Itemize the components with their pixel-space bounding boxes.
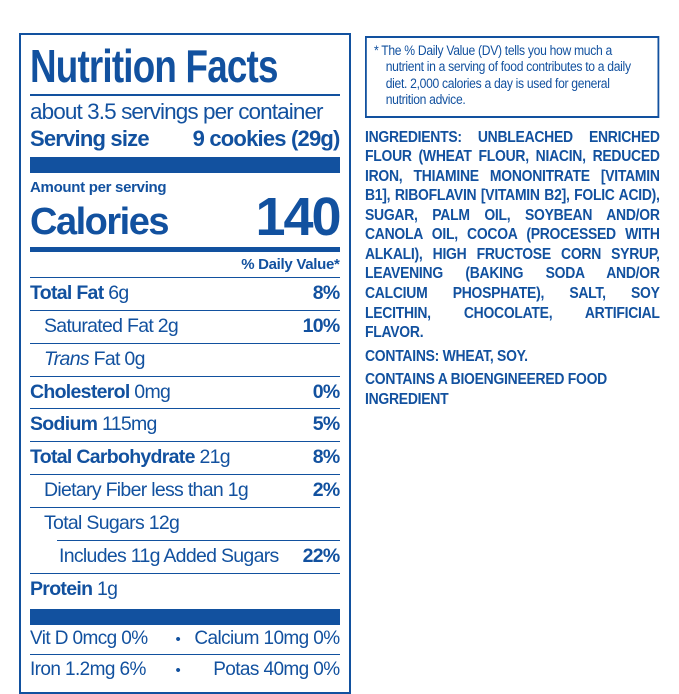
ingredients-paragraph: INGREDIENTS: UNBLEACHED ENRICHED FLOUR (… — [364, 128, 660, 342]
daily-value-percent: 22% — [302, 544, 341, 567]
nutrient-row-saturated-fat: Saturated Fat 2g 10% — [30, 311, 340, 343]
separator-rule-indented — [57, 539, 340, 541]
nutrient-row-protein: Protein 1g — [30, 574, 340, 606]
daily-value-header: % Daily Value* — [241, 255, 340, 273]
nutrient-name: Total Sugars — [44, 512, 145, 535]
calories-row: Calories 140 — [30, 187, 342, 248]
separator-rule — [30, 441, 340, 443]
nutrient-row-total-sugars: Total Sugars 12g — [30, 508, 340, 540]
nutrient-amount: 12g — [148, 512, 180, 535]
separator-rule — [30, 572, 340, 574]
nutrient-name: Fat — [88, 347, 121, 370]
calories-value: 140 — [255, 187, 341, 248]
nutrient-name: Saturated Fat — [44, 314, 154, 337]
nutrient-row-trans-fat: Trans Fat 0g — [30, 344, 340, 376]
thick-separator-bar — [30, 608, 340, 625]
calories-label: Calories — [30, 200, 169, 243]
nutrient-name: Cholesterol — [30, 380, 130, 403]
daily-value-percent: 2% — [312, 479, 340, 502]
nutrient-amount: 21g — [199, 446, 230, 469]
micronutrient-right: Potas 40mg 0% — [213, 658, 340, 680]
daily-value-percent: 8% — [312, 446, 340, 469]
title-underline — [30, 94, 340, 96]
nutrient-amount: 1g — [97, 577, 118, 600]
separator-rule — [30, 507, 340, 509]
daily-value-percent: 5% — [312, 413, 340, 436]
separator-rule — [30, 474, 340, 476]
nutrient-name: Dietary Fiber — [44, 479, 147, 502]
nutrient-row-sodium: Sodium 115mg 5% — [30, 409, 340, 441]
daily-value-footnote: * The % Daily Value (DV) tells you how m… — [373, 43, 631, 108]
micronutrient-left: Vit D 0mcg 0% — [30, 628, 148, 650]
nutrition-facts-content: Nutrition Facts about 3.5 servings per c… — [21, 35, 349, 692]
micronutrient-row: Iron 1.2mg 6% • Potas 40mg 0% — [30, 655, 340, 685]
nutrient-amount: 0mg — [134, 380, 171, 403]
nutrient-row-total-carbohydrate: Total Carbohydrate 21g 8% — [30, 442, 340, 474]
bullet-separator: • — [175, 631, 181, 649]
separator-rule — [30, 654, 340, 656]
nutrient-name: Total Carbohydrate — [30, 446, 195, 469]
serving-size-row: Serving size 9 cookies (29g) — [30, 126, 340, 151]
separator-rule — [30, 276, 340, 278]
right-column-content: * The % Daily Value (DV) tells you how m… — [364, 36, 660, 409]
micronutrient-row: Vit D 0mcg 0% • Calcium 10mg 0% — [30, 625, 340, 655]
separator-rule — [30, 309, 340, 311]
daily-value-percent: 8% — [312, 281, 340, 304]
nutrient-amount: 2g — [157, 314, 179, 337]
nutrient-name: Sodium — [30, 413, 98, 436]
bioengineered-statement: CONTAINS A BIOENGINEERED FOOD INGREDIENT — [364, 371, 607, 408]
nutrient-row-cholesterol: Cholesterol 0mg 0% — [30, 377, 340, 409]
serving-size-value: 9 cookies (29g) — [192, 125, 341, 151]
daily-value-percent: 0% — [312, 380, 340, 403]
medium-separator-bar — [30, 246, 340, 252]
amount-per-serving-label: Amount per serving — [30, 179, 167, 197]
nutrient-row-added-sugars: Includes 11g Added Sugars 22% — [30, 541, 340, 573]
nutrient-name-italic: Trans — [44, 347, 90, 370]
nutrient-amount: 6g — [108, 281, 129, 304]
separator-rule — [30, 408, 340, 410]
footnote-box: * The % Daily Value (DV) tells you how m… — [364, 36, 660, 118]
nutrient-name: Protein — [30, 577, 93, 600]
separator-rule — [30, 375, 340, 377]
panel-title: Nutrition Facts — [30, 40, 278, 92]
daily-value-percent: 10% — [302, 314, 341, 337]
nutrient-name: Includes 11g Added Sugars — [59, 544, 279, 567]
nutrient-row-dietary-fiber: Dietary Fiber less than 1g 2% — [30, 475, 340, 507]
thick-separator-bar — [30, 157, 340, 174]
micronutrient-right: Calcium 10mg 0% — [194, 628, 340, 650]
nutrition-facts-panel: Nutrition Facts about 3.5 servings per c… — [19, 33, 351, 694]
contains-statement: CONTAINS: WHEAT, SOY. — [364, 347, 528, 365]
nutrient-row-total-fat: Total Fat 6g 8% — [30, 278, 340, 310]
servings-per-container: about 3.5 servings per container — [30, 99, 324, 124]
nutrient-amount: 115mg — [102, 413, 157, 436]
serving-size-label: Serving size — [30, 125, 150, 151]
right-column: * The % Daily Value (DV) tells you how m… — [364, 33, 660, 409]
separator-rule — [30, 342, 340, 344]
nutrient-amount: 0g — [124, 347, 145, 370]
bullet-separator: • — [175, 661, 181, 679]
micronutrient-left: Iron 1.2mg 6% — [30, 658, 146, 680]
nutrient-name: Total Fat — [30, 281, 104, 304]
nutrient-amount: less than 1g — [151, 479, 248, 502]
